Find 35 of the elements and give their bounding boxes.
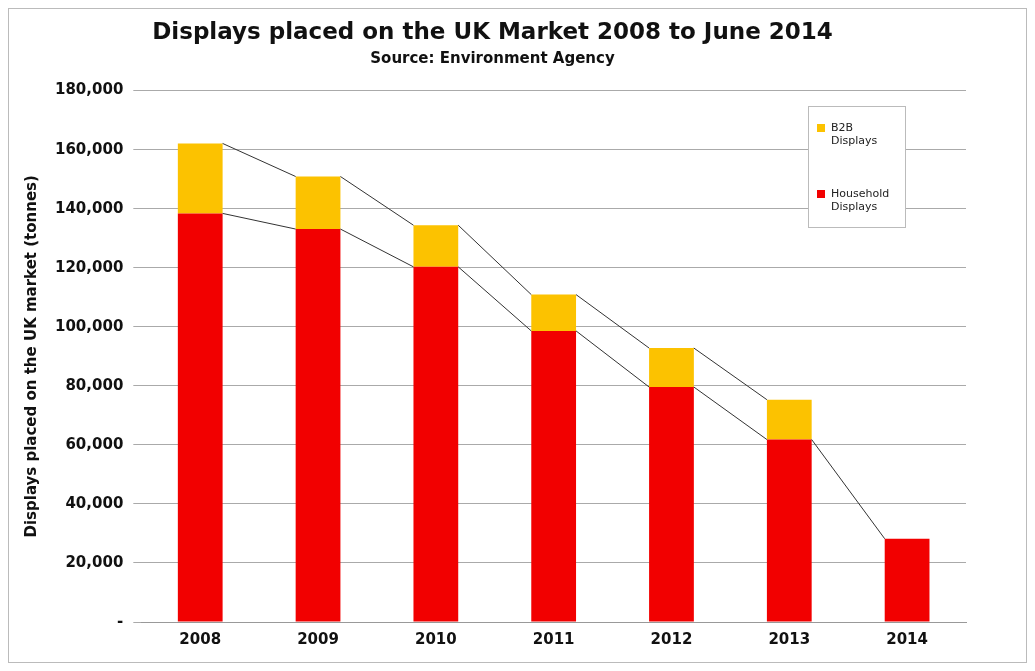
x-tick-label: 2014 [886, 629, 928, 648]
bar [531, 330, 577, 622]
legend-label: Household Displays [831, 186, 891, 213]
x-tick-label: 2009 [297, 629, 339, 648]
bar [295, 176, 341, 230]
bar [177, 143, 223, 214]
bar [413, 266, 459, 622]
y-tick-label: 100,000 [54, 316, 124, 335]
x-tick-label: 2012 [650, 629, 693, 648]
chart-title: Displays placed on the UK Market 2008 to June 2014 [152, 17, 833, 44]
x-tick-label: 2013 [768, 629, 811, 648]
x-tick-label: 2010 [414, 629, 457, 648]
x-tick-label: 2011 [532, 629, 575, 648]
y-tick-label: 140,000 [54, 198, 124, 217]
bar [177, 213, 223, 622]
bar [649, 387, 694, 622]
y-tick-label: 20,000 [65, 552, 124, 571]
y-tick-label: 40,000 [65, 493, 124, 512]
x-tick-label: 2008 [179, 629, 222, 648]
chart-subtitle: Source: Environment Agency [370, 49, 615, 68]
bar [649, 348, 694, 387]
bar [295, 229, 341, 622]
y-tick-label: 60,000 [65, 434, 124, 453]
y-tick-label: - [117, 611, 124, 630]
y-tick-label: 180,000 [54, 80, 124, 99]
legend-label: B2B Displays [831, 120, 879, 147]
bar [766, 399, 812, 440]
bar [884, 538, 930, 622]
y-axis-title: Displays placed on the UK market (tonnes) [21, 175, 40, 538]
y-tick-label: 80,000 [65, 375, 124, 394]
bar [413, 225, 459, 267]
bar [531, 294, 577, 331]
y-tick-label: 160,000 [54, 139, 124, 158]
bar [766, 439, 812, 622]
y-tick-label: 120,000 [54, 257, 124, 276]
